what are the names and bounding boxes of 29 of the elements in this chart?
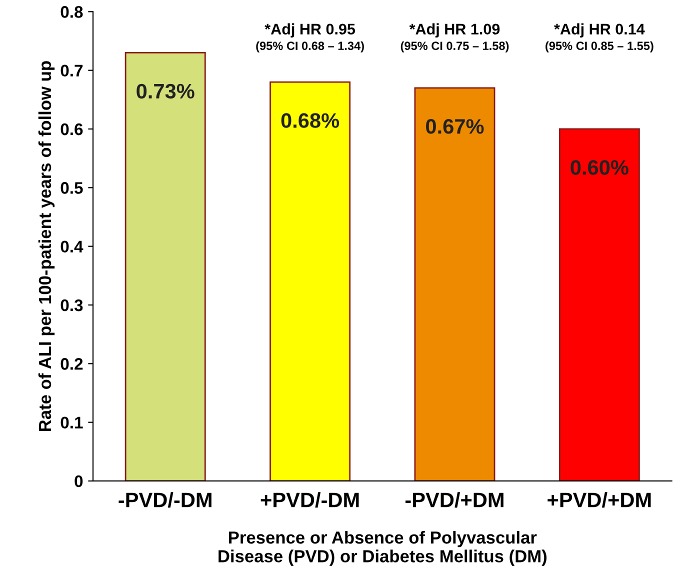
- bar: [414, 87, 496, 481]
- data-label: 0.68%: [281, 113, 340, 128]
- y-tick-label: 0.7: [60, 64, 83, 77]
- y-tick-label: 0.3: [60, 299, 83, 312]
- y-tick-label: 0: [74, 475, 83, 488]
- y-tick-label: 0.1: [60, 416, 83, 429]
- annotation: (95% CI 0.68 – 1.34): [256, 41, 364, 52]
- y-tick-label: 0.5: [60, 182, 83, 194]
- bar: [558, 128, 640, 481]
- data-label: 0.67%: [426, 119, 484, 134]
- annotation: (95% CI 0.75 – 1.58): [400, 41, 509, 52]
- data-label: 0.60%: [570, 160, 628, 175]
- y-axis-title: Rate of ALI per 100-patient years of follow up: [38, 61, 55, 431]
- y-tick-label: 0.2: [60, 358, 83, 370]
- bar: [270, 81, 351, 481]
- y-tick-label: 0.8: [60, 6, 83, 18]
- x-tick-label: +PVD/-DM: [260, 492, 359, 508]
- annotation: *Adj HR 0.95: [264, 23, 356, 38]
- x-axis-title: Presence or Absence of Polyvascular Disease (PVD) or Diabetes Mellitus (DM): [218, 530, 547, 566]
- x-tick-label: -PVD/+DM: [405, 492, 504, 508]
- annotation: *Adj HR 0.14: [554, 23, 645, 38]
- annotation: *Adj HR 1.09: [409, 23, 500, 38]
- bar: [124, 52, 206, 481]
- y-tick-label: 0.4: [60, 240, 84, 253]
- x-tick-label: +PVD/+DM: [548, 492, 651, 508]
- data-label: 0.73%: [136, 84, 194, 99]
- x-tick-label: -PVD/-DM: [118, 492, 212, 508]
- y-tick-label: 0.6: [60, 123, 83, 136]
- annotation: (95% CI 0.85 – 1.55): [546, 41, 654, 52]
